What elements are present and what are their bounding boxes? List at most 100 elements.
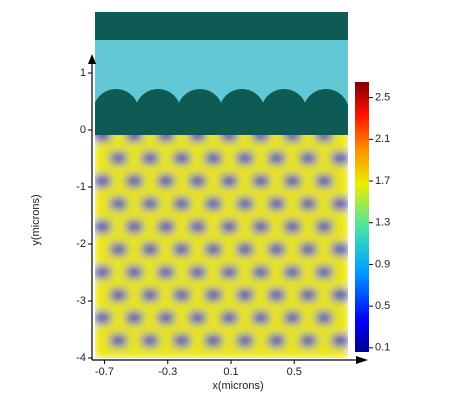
heat-cell [221, 141, 238, 154]
heat-cell [300, 152, 317, 165]
heat-cell [331, 346, 348, 358]
heat-cell [300, 255, 317, 268]
heat-cell [237, 255, 254, 268]
heat-cell [142, 198, 159, 211]
heat-cell [331, 141, 348, 154]
heat-cell [126, 255, 143, 268]
heat-cell [173, 220, 191, 233]
heat-cell [126, 209, 143, 222]
heat-cell [237, 312, 254, 325]
heat-cell [221, 346, 238, 358]
heat-cell [284, 163, 301, 176]
x-tick-label: 0.1 [223, 366, 238, 378]
heat-cell [268, 186, 286, 199]
heat-cell [331, 255, 348, 268]
heat-cell [95, 141, 112, 154]
heat-cell [142, 186, 159, 199]
heat-cell [173, 152, 191, 165]
heat-cell [252, 220, 270, 233]
colorbar-tick-label: 0.1 [375, 342, 390, 354]
heat-cell [110, 255, 127, 268]
heat-cell [268, 300, 286, 313]
heat-cell [157, 141, 175, 154]
heat-cell [205, 152, 222, 165]
heat-cell [189, 266, 206, 279]
heat-cell [221, 255, 238, 268]
heat-cell [331, 209, 348, 222]
heat-cell [316, 163, 333, 176]
heat-cell [205, 266, 222, 279]
heat-cell [331, 243, 348, 256]
heat-cell [142, 266, 159, 279]
heat-cell [221, 266, 238, 279]
heat-cell [110, 312, 127, 325]
heat-cell [142, 300, 159, 313]
heat-cell [95, 232, 112, 245]
y-tick-label: -2 [76, 238, 86, 250]
heat-cell [126, 220, 143, 233]
heat-cell [237, 243, 254, 256]
heat-cell [331, 175, 348, 188]
heat-cell [157, 209, 175, 222]
heat-cell [316, 289, 333, 302]
heat-cell [316, 346, 333, 358]
heat-cell [95, 186, 112, 199]
heat-cell [252, 152, 270, 165]
heat-cell [237, 289, 254, 302]
heat-cell [110, 334, 127, 347]
heat-cell [331, 312, 348, 325]
heat-cell [142, 152, 159, 165]
heat-cell [331, 152, 348, 165]
heat-cell [237, 346, 254, 358]
heat-cell [252, 312, 270, 325]
heat-cell [173, 266, 191, 279]
heat-cell [95, 152, 112, 165]
heat-cell [205, 255, 222, 268]
heat-cell [189, 232, 206, 245]
heat-cell [95, 266, 112, 279]
cyan-layer [95, 40, 348, 112]
heat-cell [126, 186, 143, 199]
heat-cell [252, 334, 270, 347]
heat-cell [173, 186, 191, 199]
heat-cell [142, 312, 159, 325]
heat-cell [237, 175, 254, 188]
heat-cell [221, 289, 238, 302]
heat-cell [205, 300, 222, 313]
heat-cell [205, 209, 222, 222]
heat-cell [157, 186, 175, 199]
heat-cell [126, 346, 143, 358]
heat-cell [95, 334, 112, 347]
heat-cell [126, 300, 143, 313]
heat-cell [252, 289, 270, 302]
heat-cell [268, 312, 286, 325]
heat-cell [221, 323, 238, 336]
heat-cell [205, 141, 222, 154]
heat-cell [189, 312, 206, 325]
heat-cell [331, 232, 348, 245]
heat-cell [284, 277, 301, 290]
heat-cell [252, 300, 270, 313]
heat-cell [157, 220, 175, 233]
heat-cell [142, 334, 159, 347]
heat-cell [142, 141, 159, 154]
heat-cell [189, 323, 206, 336]
heat-cell [300, 266, 317, 279]
heat-cell [173, 163, 191, 176]
heat-cell [331, 334, 348, 347]
heat-cell [284, 198, 301, 211]
colorbar-tick-label: 1.7 [375, 175, 390, 187]
y-arrow [88, 54, 96, 64]
heat-cell [331, 220, 348, 233]
heat-cell [237, 209, 254, 222]
heat-cell [157, 312, 175, 325]
heat-cell [284, 300, 301, 313]
heat-cell [142, 232, 159, 245]
heat-cell [284, 220, 301, 233]
heat-cell [252, 175, 270, 188]
heat-cell [110, 266, 127, 279]
heat-cell [300, 220, 317, 233]
heat-cell [268, 141, 286, 154]
heat-cell [268, 277, 286, 290]
heat-cell [157, 198, 175, 211]
